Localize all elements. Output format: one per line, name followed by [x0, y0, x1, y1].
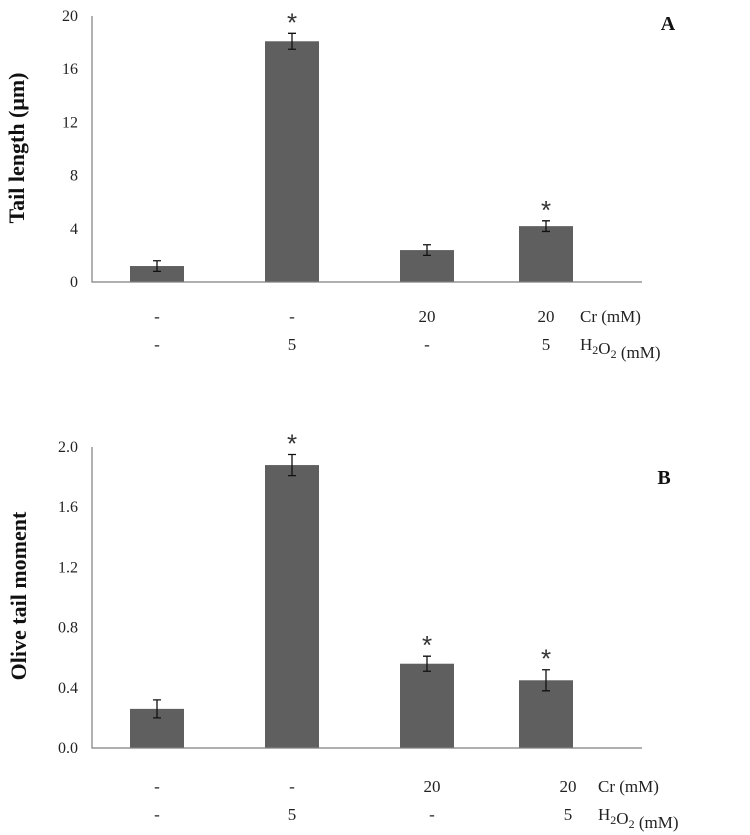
panel-a-ytick-label: 20: [62, 8, 78, 25]
panel-a-ytick-label: 16: [62, 61, 78, 78]
panel-a-bar: [519, 226, 573, 282]
panel-b-ytick-label: 1.6: [58, 499, 78, 516]
panel-a-significance-star: *: [287, 7, 297, 37]
panel-b-ytick-label: 2.0: [58, 439, 78, 456]
panel-a-error-bar: [423, 244, 431, 257]
panel-a-condition-value: -: [424, 335, 430, 354]
panel-a-axes: [91, 16, 642, 283]
panel-b-chart: Olive tail moment B 0.0 0.4 0.8 1.2 1.6 2.0 *…: [6, 429, 678, 832]
panel-a-error-bar: [288, 32, 296, 50]
panel-b-condition-value: -: [154, 805, 160, 824]
panel-a-letter: A: [661, 13, 676, 35]
panel-a-condition-value: 5: [288, 335, 297, 354]
panel-a-condition-value: -: [154, 307, 160, 326]
panel-b-error-bar: [288, 453, 296, 477]
panel-b-condition-value: -: [429, 805, 435, 824]
panel-b-ytick-label: 0.4: [58, 680, 78, 697]
panel-b-condition-value: 20: [424, 777, 441, 796]
panel-b-ytick-label: 0.8: [58, 620, 78, 637]
panel-b-significance-star: *: [541, 644, 551, 674]
panel-a-condition-value: 5: [542, 335, 551, 354]
panel-a-ytick-label: 4: [70, 221, 78, 238]
panel-b-bars: * * *: [130, 429, 573, 748]
panel-a-condition-value: -: [154, 335, 160, 354]
panel-b-condition-value: -: [289, 777, 295, 796]
panel-b-error-bar: [542, 669, 550, 692]
panel-a-error-bar: [542, 220, 550, 233]
panel-b-condition-label: H2O2 (mM): [598, 805, 678, 832]
panel-a-condition-value: 20: [538, 307, 555, 326]
panel-a-ylabel: Tail length (μm): [4, 72, 29, 223]
panel-b-bar: [519, 680, 573, 748]
panel-a-condition-value: -: [289, 307, 295, 326]
panel-b-error-bar: [153, 699, 161, 719]
panel-a-ytick-label: 12: [62, 114, 78, 131]
panel-a-ytick-label: 8: [70, 168, 78, 185]
panel-b-condition-value: -: [154, 777, 160, 796]
panel-b-significance-star: *: [287, 429, 297, 459]
panel-a-conditions: - - 20 20 Cr (mM) - 5 - 5 H2O2 (mM): [154, 307, 660, 362]
panel-a-bar: [265, 41, 319, 282]
panel-a-condition-value: 20: [419, 307, 436, 326]
panel-b-bar: [265, 465, 319, 748]
panel-a-bar: [130, 266, 184, 282]
panel-a-significance-star: *: [541, 195, 551, 225]
panel-b-conditions: - - 20 20 Cr (mM) - 5 - 5 H2O2 (mM): [154, 777, 678, 832]
panel-a-condition-label: Cr (mM): [580, 307, 641, 326]
panel-b-condition-value: 20: [560, 777, 577, 796]
panel-b-significance-star: *: [422, 630, 432, 660]
panel-b-condition-value: 5: [288, 805, 297, 824]
panel-b-condition-label: Cr (mM): [598, 777, 659, 796]
panel-a-bars: **: [130, 7, 573, 282]
panel-a-yticks: 0 4 8 12 16 20: [62, 8, 78, 291]
panel-a-ytick-label: 0: [70, 274, 78, 291]
panel-b-ylabel: Olive tail moment: [6, 511, 31, 680]
panel-b-error-bar: [423, 655, 431, 672]
panel-b-letter: B: [657, 467, 670, 489]
panel-a-error-bar: [153, 260, 161, 273]
panel-a-condition-label: H2O2 (mM): [580, 335, 660, 362]
panel-b-ytick-label: 1.2: [58, 559, 78, 576]
panel-b-bar: [400, 663, 454, 748]
panel-b-ytick-label: 0.0: [58, 740, 78, 757]
panel-b-condition-value: 5: [564, 805, 573, 824]
panel-b-axes: [91, 447, 642, 749]
panel-b-yticks: 0.0 0.4 0.8 1.2 1.6 2.0: [58, 439, 78, 757]
